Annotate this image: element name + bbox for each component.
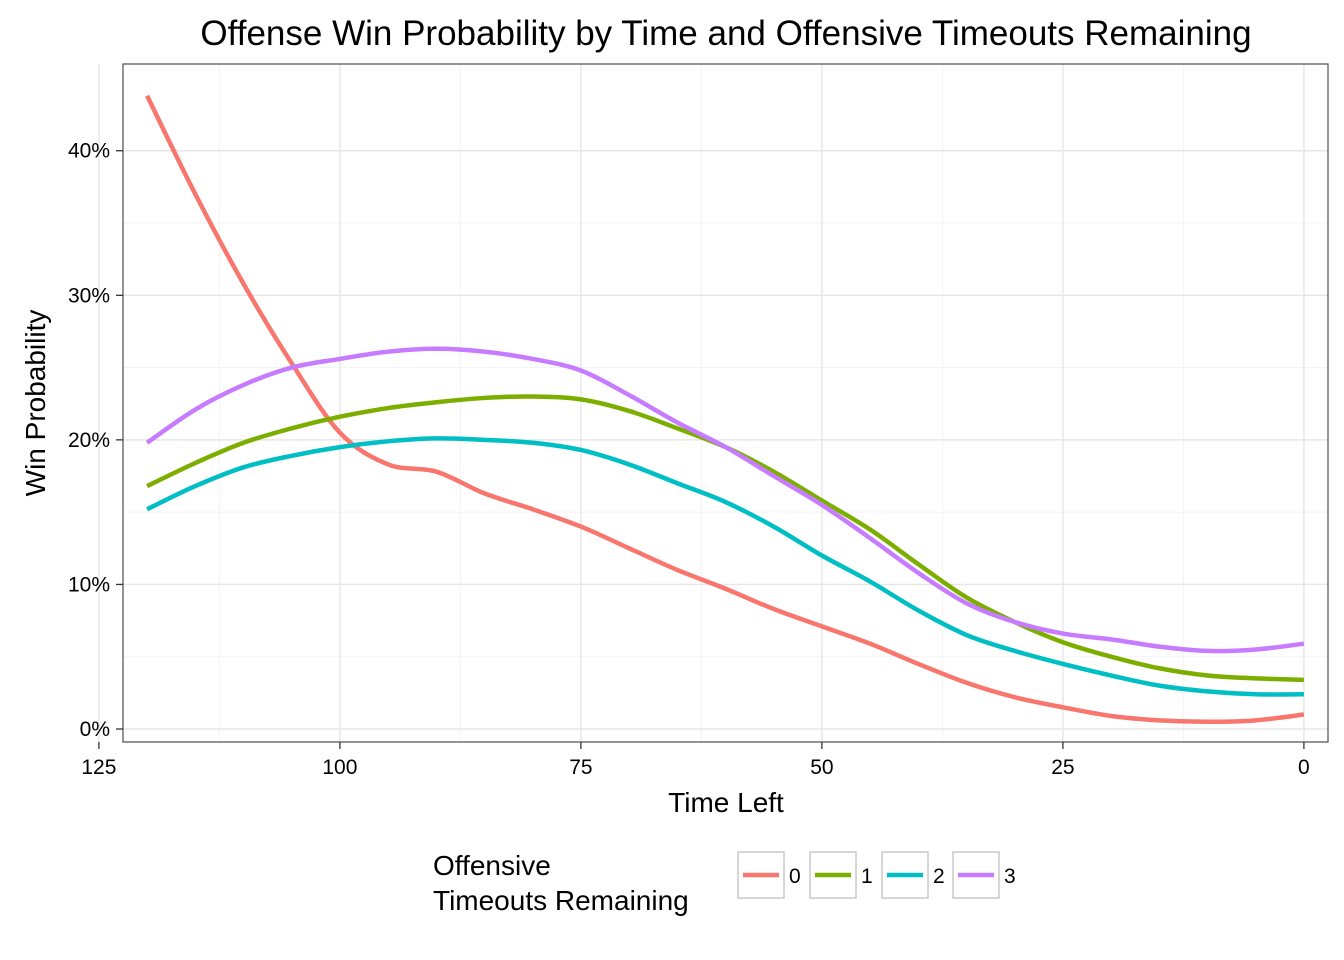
legend-label-3: 3 bbox=[1004, 865, 1016, 888]
y-axis: 0% 10% 20% 30% 40% bbox=[68, 140, 123, 741]
legend-title-line-1: Offensive bbox=[433, 850, 551, 881]
chart-title: Offense Win Probability by Time and Offe… bbox=[200, 14, 1251, 53]
plot-panel bbox=[123, 64, 1328, 742]
legend-item-3: 3 bbox=[952, 851, 1016, 899]
y-tick-label: 0% bbox=[80, 718, 110, 741]
y-tick-label: 20% bbox=[68, 429, 110, 452]
legend: Offensive Timeouts Remaining 0 1 2 3 bbox=[433, 850, 1016, 916]
x-tick-label: 75 bbox=[569, 756, 592, 779]
y-tick-label: 40% bbox=[68, 140, 110, 163]
x-tick-label: 125 bbox=[81, 756, 116, 779]
series-line-2 bbox=[146, 436, 1304, 697]
plot-border bbox=[122, 63, 1329, 743]
series-line-0 bbox=[145, 94, 1305, 725]
series-lines bbox=[145, 94, 1305, 725]
legend-title-line-2: Timeouts Remaining bbox=[433, 885, 689, 916]
x-tick-label: 0 bbox=[1298, 756, 1310, 779]
x-tick-label: 100 bbox=[322, 756, 357, 779]
x-tick-label: 50 bbox=[810, 756, 833, 779]
y-tick-label: 30% bbox=[68, 284, 110, 307]
y-tick-label: 10% bbox=[68, 573, 110, 596]
y-axis-title: Win Probability bbox=[20, 310, 51, 497]
legend-item-1: 1 bbox=[809, 851, 873, 899]
x-tick-label: 25 bbox=[1051, 756, 1074, 779]
x-axis-title: Time Left bbox=[668, 787, 784, 818]
legend-label-1: 1 bbox=[861, 865, 873, 888]
legend-item-2: 2 bbox=[881, 851, 945, 899]
legend-label-0: 0 bbox=[789, 865, 801, 888]
legend-label-2: 2 bbox=[933, 865, 945, 888]
series-line-3 bbox=[145, 346, 1305, 654]
legend-item-0: 0 bbox=[737, 851, 801, 899]
x-axis: 125 100 75 50 25 0 bbox=[81, 742, 1310, 779]
grid-lines bbox=[98, 64, 1328, 742]
